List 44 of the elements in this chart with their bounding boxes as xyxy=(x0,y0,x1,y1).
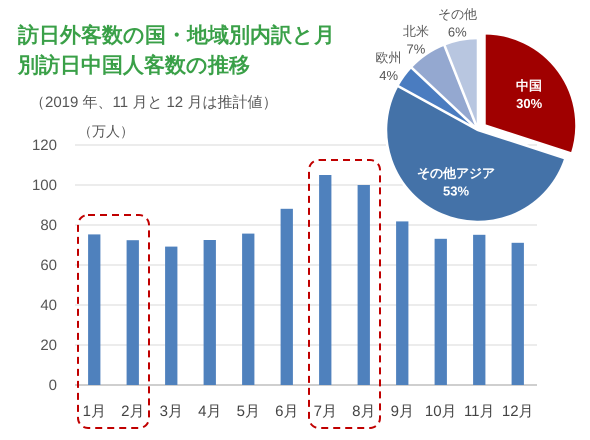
bar xyxy=(434,238,447,385)
x-tick-label: 4月 xyxy=(198,403,222,420)
bar xyxy=(358,185,370,385)
y-tick-label: 60 xyxy=(40,257,57,274)
x-tick-label: 11月 xyxy=(464,403,495,420)
x-tick-label: 9月 xyxy=(390,403,414,420)
x-tick-label: 3月 xyxy=(160,403,183,420)
bar xyxy=(88,234,100,385)
chart-subtitle: （2019 年、11 月と 12 月は推計値） xyxy=(30,94,278,111)
y-tick-label: 80 xyxy=(40,217,57,234)
x-tick-label: 1月 xyxy=(82,403,106,420)
data-label: 4% xyxy=(379,68,399,84)
x-tick-label: 2月 xyxy=(121,403,144,420)
bar xyxy=(396,221,408,385)
slice-label: 欧州 xyxy=(376,50,402,66)
y-tick-label: 0 xyxy=(48,377,57,394)
data-label: 53% xyxy=(443,184,470,199)
bar xyxy=(280,208,293,385)
x-tick-label: 12月 xyxy=(502,403,534,420)
bar xyxy=(204,240,216,385)
slice-label: 北米 xyxy=(402,24,429,39)
y-tick-label: 100 xyxy=(32,177,57,194)
data-label: 30% xyxy=(516,96,543,111)
slice-label: 中国 xyxy=(516,78,542,93)
chart-title: 訪日外客数の国・地域別内訳と月別訪日中国人客数の推移 xyxy=(17,23,335,77)
bar xyxy=(126,240,139,385)
x-tick-label: 7月 xyxy=(314,403,337,420)
y-tick-label: 40 xyxy=(40,297,57,314)
x-tick-label: 8月 xyxy=(352,403,376,420)
bar xyxy=(319,175,332,385)
slice-label: その他アジア xyxy=(417,166,496,181)
y-axis-title: （万人） xyxy=(78,123,134,139)
bar xyxy=(242,234,254,385)
bar xyxy=(473,234,486,385)
slice-label: その他 xyxy=(438,6,477,22)
x-tick-label: 6月 xyxy=(275,403,298,420)
x-tick-label: 10月 xyxy=(424,403,457,420)
y-tick-label: 120 xyxy=(32,137,57,154)
x-tick-label: 5月 xyxy=(236,403,260,420)
data-label: 6% xyxy=(448,24,468,40)
bar xyxy=(165,246,178,385)
y-tick-label: 20 xyxy=(40,337,57,354)
bar xyxy=(512,242,524,385)
data-label: 7% xyxy=(406,42,426,57)
